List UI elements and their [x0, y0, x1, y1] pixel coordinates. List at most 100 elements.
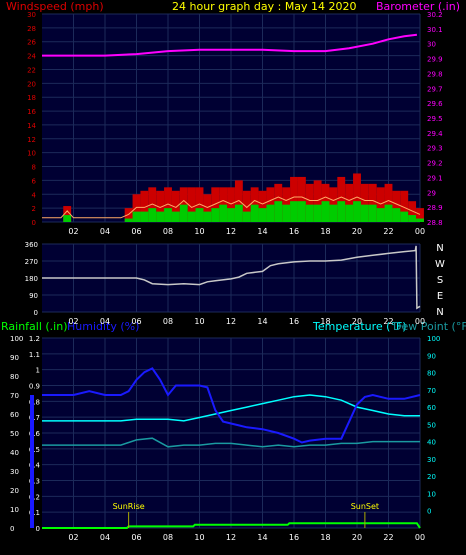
average-wind-bar: [416, 218, 424, 222]
hour-tick-label: 14: [257, 533, 267, 542]
humidity-tick-label: 80: [10, 373, 19, 381]
temperature-line: [42, 394, 420, 422]
barometer-tick-label: 29.3: [427, 145, 443, 153]
compass-label: E: [437, 291, 443, 302]
gust-bar: [408, 201, 417, 222]
gust-bar: [400, 190, 409, 222]
gust-bar: [384, 183, 393, 222]
gust-bar: [266, 187, 275, 222]
rainfall-ticks: 0 0.1 0.2 0.3 0.4 0.5 0.6 0.7 0.8 0.9 1 1.1 1.2: [29, 335, 41, 533]
humidity-tick-label: 60: [10, 411, 19, 419]
average-wind-bar: [345, 204, 354, 222]
direction-gridlines: [42, 243, 421, 313]
barometer-tick-label: 29.8: [427, 70, 443, 78]
hour-tick-label: 08: [163, 227, 173, 236]
barometer-tick-label: 29.1: [427, 174, 443, 182]
humidity-tick-label: 50: [10, 430, 19, 438]
temperature-tick-label: 20: [427, 473, 436, 481]
gust-bar: [234, 180, 243, 222]
average-wind-bar: [203, 211, 212, 222]
windspeed-tick-label: 28: [27, 25, 36, 33]
hour-tick-label: 18: [320, 317, 330, 326]
windspeed-tick-label: 6: [32, 177, 37, 185]
humidity-ticks: 0 10 20 30 40 50 60 70 80 90 100: [10, 335, 23, 533]
rainfall-tick-label: 0.1: [29, 509, 40, 517]
average-wind-bar: [384, 204, 393, 222]
gust-bar: [171, 190, 180, 222]
windspeed-tick-label: 16: [27, 108, 36, 116]
compass-label: S: [437, 275, 443, 286]
gust-bar: [416, 208, 424, 222]
hour-tick-label: 02: [68, 533, 78, 542]
temperature-tick-label: 40: [427, 439, 436, 447]
average-wind-bar: [360, 204, 369, 222]
barometer-tick-label: 29.6: [427, 100, 443, 108]
temperature-tick-label: 70: [427, 387, 436, 395]
average-wind-bar: [187, 211, 196, 222]
degree-tick-label: 360: [25, 241, 38, 249]
average-wind-bar: [140, 211, 149, 222]
hour-tick-label: 00: [415, 227, 425, 236]
gust-bar: [313, 180, 322, 222]
barometer-axis-title: Barometer (.in): [376, 0, 460, 13]
hour-tick-label: 20: [352, 317, 362, 326]
temperature-tick-label: 30: [427, 456, 436, 464]
barometer-tick-label: 28.8: [427, 219, 443, 227]
gust-bar: [242, 190, 251, 222]
barometer-tick-label: 29: [427, 189, 436, 197]
average-wind-bar: [179, 204, 188, 222]
rainfall-tick-label: 0.8: [29, 398, 40, 406]
gust-bar: [156, 190, 165, 222]
hour-tick-label: 00: [415, 533, 425, 542]
windspeed-tick-label: 4: [32, 191, 37, 199]
average-wind-bar: [242, 211, 251, 222]
average-wind-bar: [392, 208, 401, 222]
hour-tick-label: 10: [194, 227, 204, 236]
windspeed-tick-label: 0: [32, 219, 36, 227]
gust-bar: [140, 190, 149, 222]
average-wind-bar: [400, 211, 409, 222]
barometer-tick-label: 30: [427, 41, 436, 49]
compass-label: N: [436, 243, 443, 254]
average-wind-bar: [313, 204, 322, 222]
rainfall-tick-label: 1: [36, 367, 40, 375]
barometer-tick-label: 29.5: [427, 115, 443, 123]
windspeed-tick-label: 2: [32, 205, 36, 213]
hour-tick-label: 16: [289, 533, 299, 542]
gust-bar: [211, 187, 220, 222]
rainfall-tick-label: 1.2: [29, 335, 40, 343]
gust-bar: [63, 206, 72, 222]
wind-hour-ticks: 02 04 06 08 10 12 14 16 18 20 22 00: [68, 227, 425, 236]
temperature-tick-label: 0: [427, 508, 431, 516]
gust-bar: [282, 187, 291, 222]
gust-bar: [376, 187, 385, 222]
compass-label: W: [435, 259, 445, 270]
windspeed-tick-label: 12: [27, 136, 36, 144]
hour-tick-label: 06: [131, 533, 141, 542]
chart-title: 24 hour graph day : May 14 2020: [172, 0, 357, 13]
hour-tick-label: 20: [352, 227, 362, 236]
hour-tick-label: 18: [320, 533, 330, 542]
degree-tick-label: 180: [25, 275, 38, 283]
rainfall-tick-label: 0.3: [29, 478, 40, 486]
degree-tick-label: 270: [25, 258, 38, 266]
hour-tick-label: 22: [383, 227, 393, 236]
direction-hour-ticks: 02 04 06 08 10 12 14 16 18 20 22 00: [68, 317, 425, 326]
gust-bar: [329, 187, 338, 222]
windspeed-tick-label: 30: [27, 11, 36, 19]
hour-tick-label: 00: [415, 317, 425, 326]
hour-tick-label: 14: [257, 317, 267, 326]
average-wind-bar: [132, 211, 141, 222]
hour-tick-label: 18: [320, 227, 330, 236]
rainfall-tick-label: 0.7: [29, 414, 40, 422]
hour-tick-label: 04: [100, 317, 110, 326]
rainfall-tick-label: 0.2: [29, 493, 40, 501]
climate-gridlines: [42, 337, 421, 529]
hour-tick-label: 04: [100, 227, 110, 236]
climate-hour-ticks: 02 04 06 08 10 12 14 16 18 20 22 00: [68, 533, 425, 542]
windspeed-tick-label: 10: [27, 150, 36, 158]
hour-tick-label: 14: [257, 227, 267, 236]
gust-bar: [290, 176, 298, 222]
hour-tick-label: 12: [226, 317, 236, 326]
